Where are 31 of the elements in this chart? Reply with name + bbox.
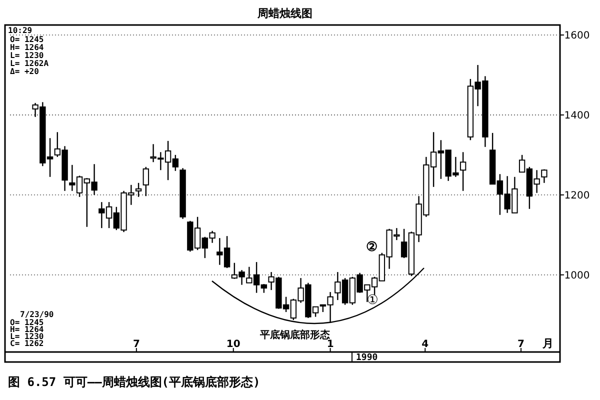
candlestick [541, 168, 548, 184]
annotation: 10:29 [8, 26, 32, 35]
annotation: H= 1264 [10, 43, 44, 52]
y-tick-label: 1600 [564, 30, 590, 42]
annotation: O= 1245 [10, 318, 44, 327]
y-tick-label: 1400 [564, 110, 590, 122]
x-tick-label: 7 [518, 339, 525, 350]
text: 1990 [356, 353, 378, 363]
annotation: ① [366, 292, 378, 308]
candlestick [142, 166, 150, 197]
annotation: 7/23/90 [20, 310, 54, 319]
annotation: 平底锅底部形态 [259, 329, 331, 341]
candlestick [135, 182, 142, 198]
annotation: L= 1262A [10, 59, 49, 68]
chart-title: 周蜡烛线图 [256, 7, 312, 20]
x-tick-label: 1 [326, 339, 334, 350]
annotation: L= 1230 [10, 51, 44, 60]
caption: 图 6.57 可可——周蜡烛线图(平底锅底部形态) [8, 375, 260, 389]
candlestick [460, 152, 466, 192]
annotation: L= 1230 [10, 332, 44, 341]
annotation: Δ= +20 [10, 67, 40, 76]
x-tick-label: 4 [422, 339, 429, 350]
annotation: O= 1245 [10, 35, 44, 44]
y-tick-label: 1000 [564, 270, 590, 282]
annotation: ② [366, 240, 378, 255]
annotation: H= 1264 [10, 325, 44, 334]
x-axis-title: 月 [542, 337, 554, 350]
x-tick-label: 10 [226, 339, 240, 350]
annotation: C= 1262 [10, 339, 44, 348]
x-tick-label: 7 [132, 339, 140, 350]
y-tick-label: 1200 [564, 190, 590, 202]
